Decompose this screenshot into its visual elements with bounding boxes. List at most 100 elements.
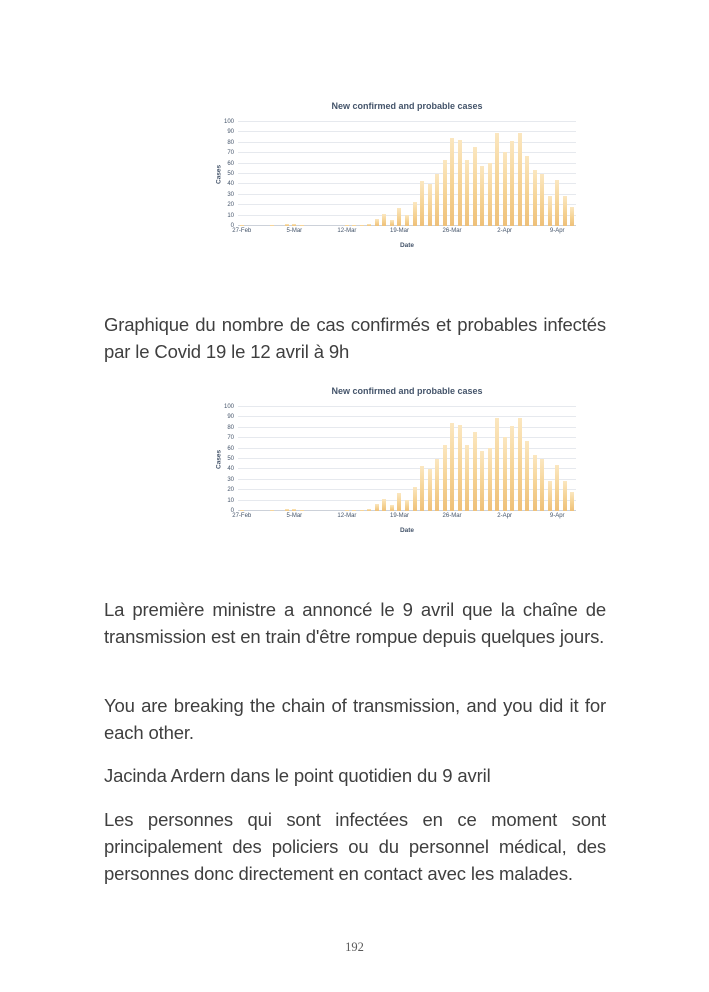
bar (269, 509, 274, 511)
y-axis-tick-labels: 0 10 20 30 40 50 60 70 80 90 100 (218, 119, 236, 229)
bar (299, 509, 304, 511)
bar (450, 422, 455, 511)
chart-title: New confirmed and probable cases (331, 386, 483, 396)
x-tick-label: 9-Apr (549, 513, 565, 519)
x-axis-title: Date (399, 242, 415, 249)
x-tick-label: 27-Feb (232, 513, 252, 519)
bar (269, 224, 274, 226)
y-tick-label: 90 (227, 414, 234, 421)
bar (405, 214, 409, 226)
bar (450, 137, 455, 226)
bar (510, 140, 515, 226)
x-tick-label: 27-Feb (232, 228, 252, 234)
bar (427, 469, 432, 511)
bar (540, 174, 545, 226)
y-tick-label: 10 (227, 212, 234, 219)
y-tick-label: 20 (227, 202, 234, 209)
bar (292, 223, 297, 226)
gridline (238, 152, 576, 154)
bar (525, 441, 530, 511)
bar (570, 207, 575, 226)
chart-title: New confirmed and probable cases (331, 101, 483, 111)
y-tick-label: 40 (227, 181, 234, 188)
plot-area (238, 406, 576, 511)
chart-caption: Graphique du nombre de cas confirmés et … (104, 313, 606, 362)
bar (427, 184, 432, 226)
y-tick-label: 90 (227, 129, 234, 136)
bar (555, 180, 560, 226)
bar (465, 160, 470, 226)
gridline (238, 426, 576, 428)
bar (352, 509, 357, 511)
x-tick-label: 19-Mar (389, 513, 409, 519)
gridline (238, 489, 576, 491)
gridline (238, 204, 576, 206)
bar (435, 174, 440, 226)
bar (405, 499, 409, 511)
bar (382, 498, 387, 511)
bar (442, 445, 447, 511)
y-tick-label: 70 (227, 435, 234, 442)
bar (292, 508, 297, 511)
bar (374, 218, 379, 226)
gridline (238, 141, 576, 143)
bar (517, 133, 522, 226)
bar (487, 162, 492, 226)
gridline (238, 416, 576, 418)
bar (344, 509, 349, 511)
bar (472, 431, 477, 511)
bar (397, 493, 402, 511)
bar (502, 152, 507, 226)
paragraph: Les personnes qui sont infectées en ce m… (104, 808, 606, 884)
gridline (238, 437, 576, 439)
gridline (238, 193, 576, 195)
bar (532, 454, 537, 511)
paragraph-attribution: Jacinda Ardern dans le point quotidien d… (104, 764, 491, 786)
bar (457, 139, 462, 226)
x-tick-label: 26-Mar (442, 513, 462, 519)
bar (487, 447, 492, 511)
plot-area (238, 121, 576, 226)
bar (412, 487, 417, 511)
bar (555, 465, 560, 511)
gridline (238, 183, 576, 185)
x-axis-title: Date (399, 527, 415, 534)
gridline (238, 478, 576, 480)
gridline (238, 468, 576, 470)
bar (442, 160, 447, 226)
bar (239, 224, 244, 226)
bar (547, 195, 552, 226)
y-tick-label: 60 (227, 445, 234, 452)
bar (502, 437, 507, 511)
paragraph: La première ministre a annoncé le 9 avri… (104, 598, 606, 647)
bar (420, 466, 425, 511)
bar (359, 224, 364, 226)
bar (547, 480, 552, 511)
bar (412, 202, 417, 226)
bar (570, 492, 575, 511)
bar (382, 213, 387, 226)
gridline (238, 173, 576, 174)
x-tick-label: 5-Mar (286, 228, 303, 234)
gridline (238, 458, 576, 459)
bar (284, 508, 289, 511)
bar (284, 223, 289, 226)
y-axis-tick-labels: 0 10 20 30 40 50 60 70 80 90 100 (218, 404, 236, 514)
bar (480, 450, 485, 511)
bar (299, 224, 304, 226)
bar (562, 480, 567, 511)
bar (239, 509, 244, 511)
y-tick-label: 80 (227, 139, 234, 146)
bar (495, 418, 500, 511)
y-tick-label: 10 (227, 497, 234, 504)
y-tick-label: 70 (227, 150, 234, 157)
bar (472, 146, 477, 226)
gridline (238, 447, 576, 449)
y-tick-label: 30 (227, 476, 234, 483)
y-tick-label: 80 (227, 424, 234, 431)
page-number: 192 (345, 940, 364, 954)
y-tick-label: 0 (230, 508, 234, 514)
bar (397, 208, 402, 226)
x-tick-label: 9-Apr (549, 228, 565, 234)
